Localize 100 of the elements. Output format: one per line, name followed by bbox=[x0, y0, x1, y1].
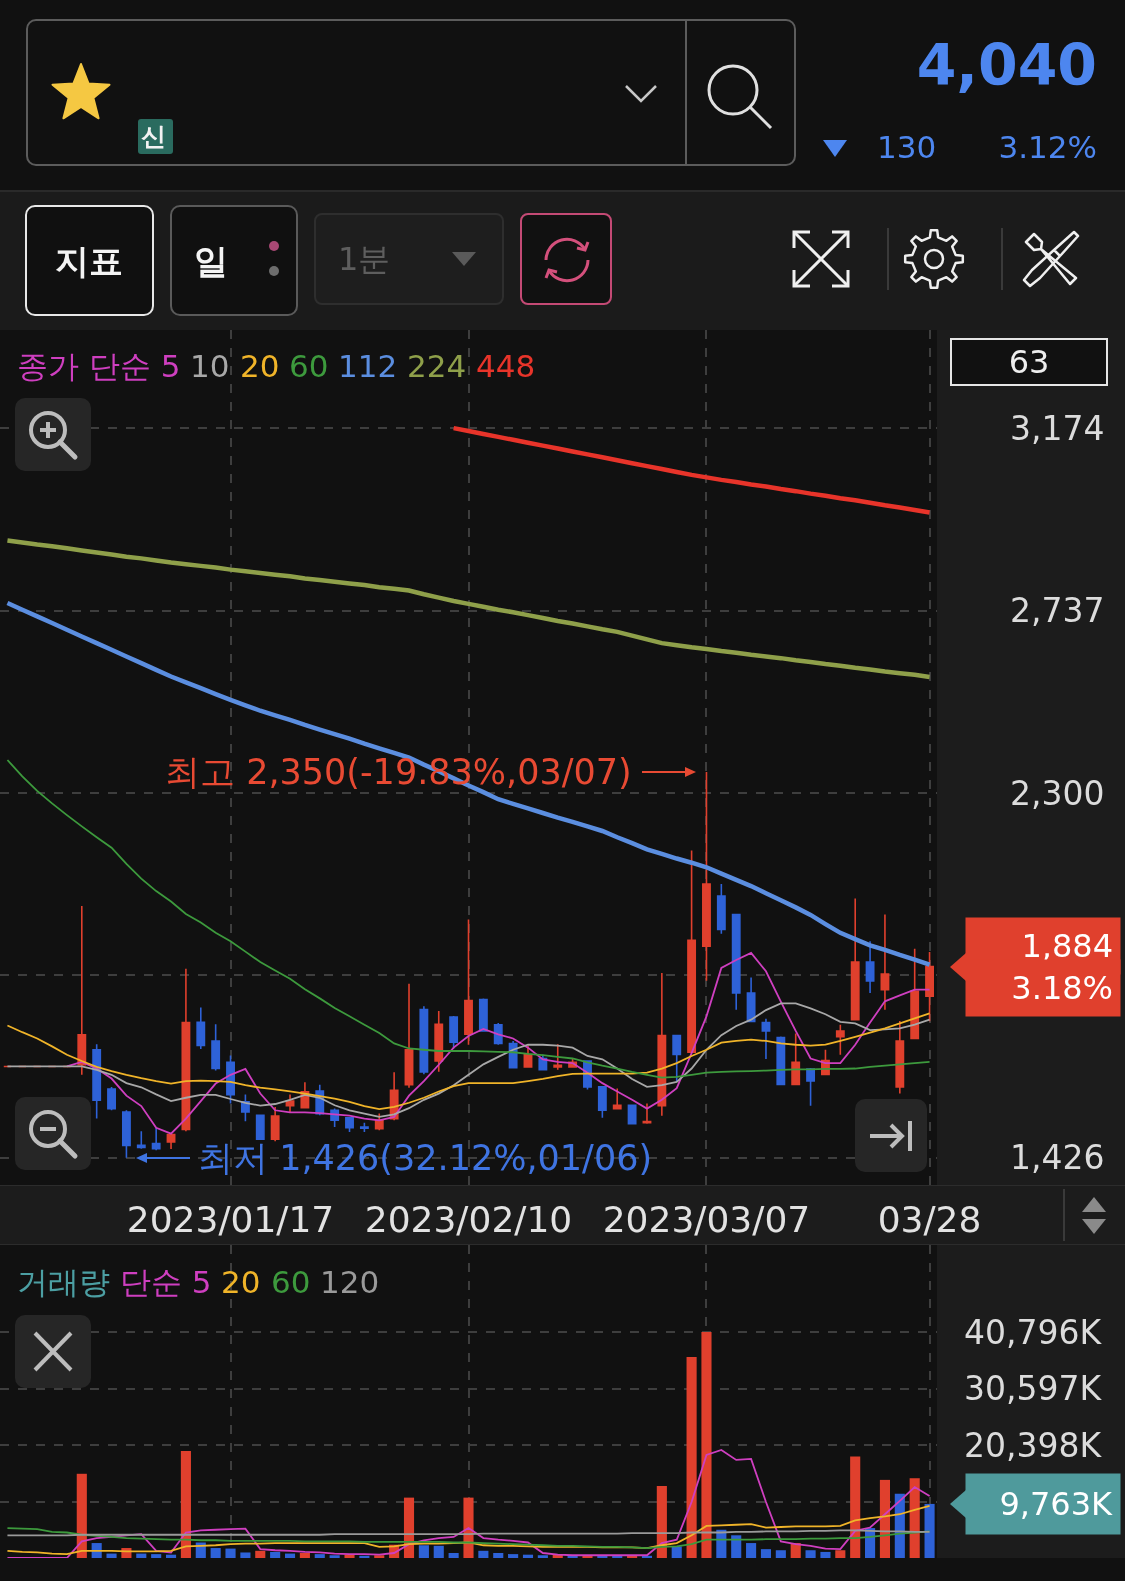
candlestick bbox=[121, 1109, 131, 1159]
text: 120 bbox=[320, 1264, 380, 1300]
bar bbox=[240, 1552, 251, 1558]
text: 130 bbox=[877, 128, 937, 166]
legend-title: 종가 bbox=[17, 348, 79, 384]
bar bbox=[359, 1555, 370, 1558]
candlestick bbox=[791, 1032, 801, 1087]
bar bbox=[374, 1555, 385, 1558]
bar bbox=[805, 1550, 816, 1558]
line-series bbox=[6, 1012, 931, 1110]
candlestick bbox=[925, 951, 935, 1023]
text: 10 bbox=[190, 348, 230, 384]
candlestick bbox=[166, 1132, 176, 1150]
line-series bbox=[451, 425, 932, 515]
bar bbox=[909, 1478, 920, 1558]
candlestick bbox=[702, 771, 711, 982]
bar bbox=[760, 1549, 772, 1558]
bar bbox=[225, 1548, 236, 1558]
candlestick bbox=[597, 1085, 607, 1119]
candlestick bbox=[359, 1122, 369, 1133]
text: 3.12% bbox=[998, 128, 1097, 166]
line-series bbox=[6, 1449, 931, 1558]
bar bbox=[924, 1503, 935, 1558]
candlestick bbox=[642, 1102, 652, 1125]
candlestick bbox=[285, 1093, 295, 1113]
bar bbox=[493, 1553, 504, 1558]
candlestick bbox=[211, 1023, 221, 1072]
candlestick bbox=[419, 1005, 429, 1076]
text: 4,040 bbox=[916, 31, 1097, 100]
bar bbox=[299, 1553, 310, 1558]
bar bbox=[270, 1551, 281, 1558]
candlestick bbox=[657, 972, 667, 1117]
bar bbox=[537, 1555, 548, 1558]
text: 20 bbox=[240, 348, 280, 384]
candlestick bbox=[107, 1086, 116, 1112]
button: 일 bbox=[170, 205, 298, 316]
x-tick-label: 03/28 bbox=[877, 1199, 982, 1240]
bar bbox=[210, 1548, 221, 1558]
candlestick bbox=[464, 918, 473, 1046]
candlestick bbox=[434, 1010, 444, 1073]
candlestick bbox=[806, 1067, 816, 1107]
series-label: 448 bbox=[476, 348, 536, 384]
line-series bbox=[5, 600, 932, 967]
text: 60 bbox=[289, 348, 329, 384]
candlestick bbox=[612, 1087, 622, 1110]
candlestick bbox=[270, 1106, 280, 1142]
candlestick bbox=[746, 976, 756, 1023]
bar bbox=[597, 1555, 608, 1558]
legend-title: 거래량 bbox=[17, 1264, 110, 1300]
badge: 신 bbox=[138, 119, 173, 154]
text: 3.18% bbox=[1011, 969, 1113, 1007]
line-series bbox=[66, 951, 931, 1135]
bar bbox=[820, 1551, 831, 1558]
bar bbox=[106, 1553, 117, 1558]
text: 60 bbox=[271, 1264, 311, 1300]
text: 112 bbox=[338, 348, 398, 384]
y-tick-label: 1,426 bbox=[1010, 1138, 1105, 1178]
text: 63 bbox=[1008, 343, 1050, 381]
dropdown: 1분 bbox=[314, 213, 504, 305]
bar bbox=[775, 1550, 786, 1558]
candlestick bbox=[761, 1018, 771, 1060]
candlestick bbox=[716, 883, 726, 935]
candlestick bbox=[255, 1113, 265, 1141]
text: 224 bbox=[407, 348, 467, 384]
line-series bbox=[6, 1505, 931, 1556]
candlestick bbox=[92, 1043, 102, 1120]
candlestick bbox=[478, 997, 488, 1033]
candlestick bbox=[553, 1043, 563, 1071]
bar bbox=[641, 1555, 653, 1558]
candlestick bbox=[627, 1103, 637, 1126]
bar bbox=[180, 1451, 191, 1558]
line-series bbox=[6, 759, 931, 1079]
bar bbox=[508, 1554, 519, 1558]
bar bbox=[255, 1550, 266, 1558]
bar bbox=[478, 1550, 489, 1558]
y-tick-label: 3,174 bbox=[1010, 408, 1105, 448]
annotation: 최저 1,426(32.12%,01/06) bbox=[198, 1138, 653, 1178]
bar bbox=[701, 1331, 712, 1558]
candlestick bbox=[538, 1053, 548, 1072]
text: 단순 5 bbox=[120, 1264, 212, 1300]
line-series bbox=[6, 1002, 931, 1118]
bar bbox=[746, 1543, 757, 1558]
line-series bbox=[5, 538, 932, 680]
candlestick bbox=[850, 897, 860, 1022]
button: 지표 bbox=[25, 205, 154, 316]
bar bbox=[731, 1535, 742, 1558]
bar bbox=[448, 1553, 459, 1558]
candlestick bbox=[672, 1033, 682, 1083]
bar bbox=[686, 1356, 697, 1558]
candlestick bbox=[404, 982, 414, 1089]
candlestick bbox=[835, 1023, 845, 1056]
candlestick bbox=[196, 1006, 206, 1050]
candlestick bbox=[687, 849, 697, 1054]
bar bbox=[151, 1554, 162, 1558]
bar bbox=[76, 1473, 87, 1558]
y-tick-label: 2,737 bbox=[1010, 591, 1105, 631]
bar bbox=[329, 1555, 340, 1558]
candlestick bbox=[731, 912, 741, 1011]
bar bbox=[314, 1554, 325, 1558]
y-tick-label: 20,398K bbox=[964, 1425, 1103, 1465]
